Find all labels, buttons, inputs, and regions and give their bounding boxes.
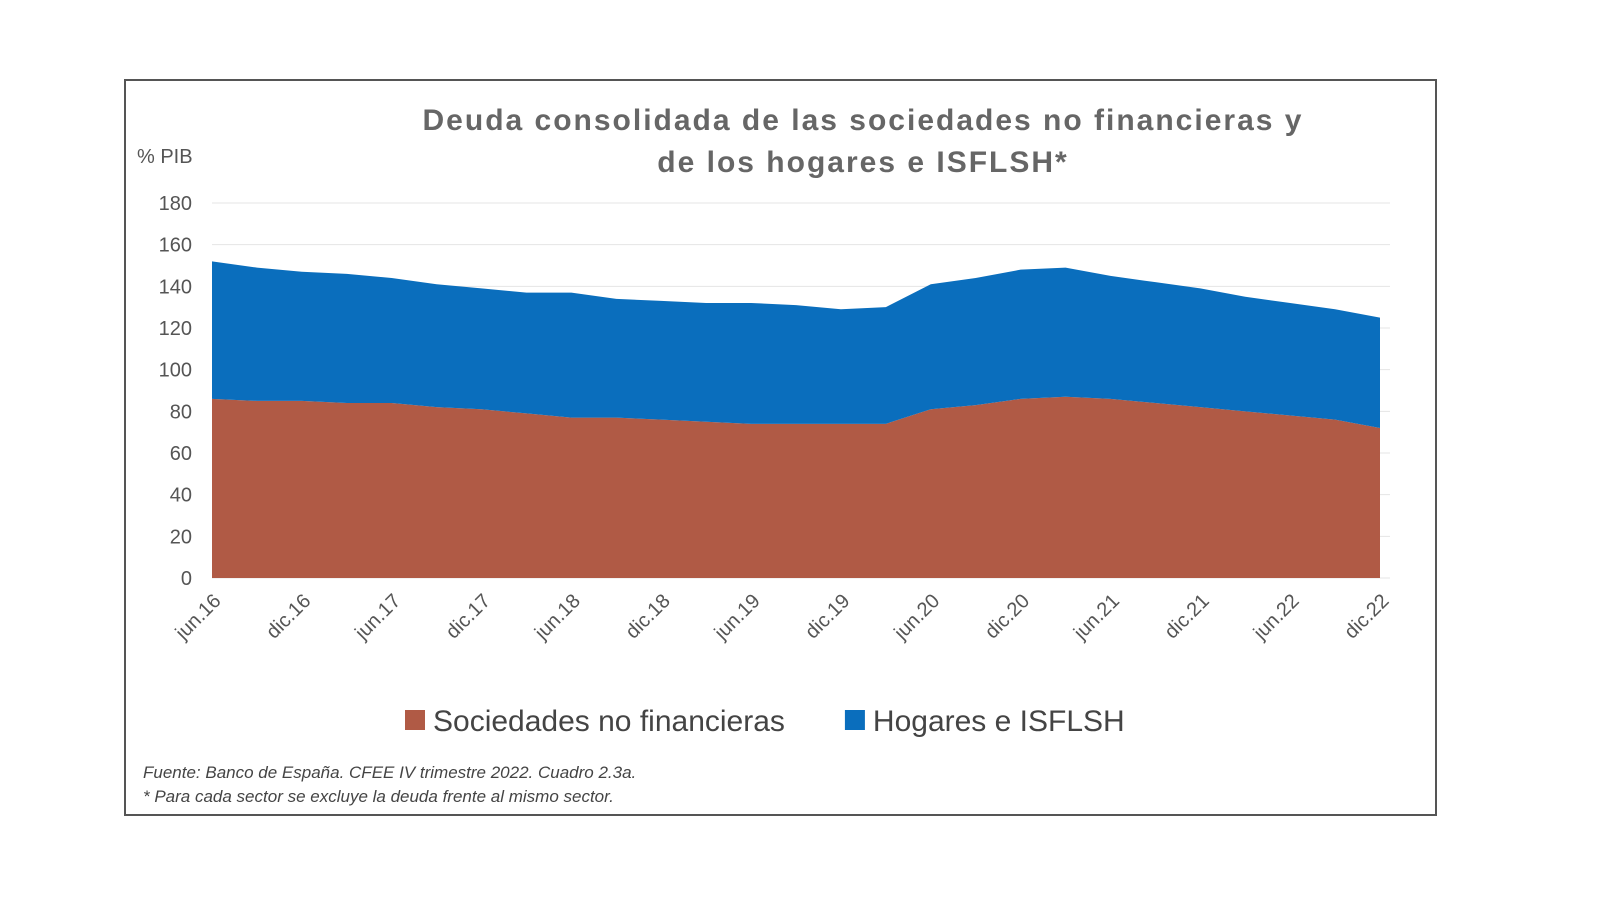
legend-label: Hogares e ISFLSH [873, 705, 1125, 738]
legend-swatch [405, 710, 425, 730]
y-tick-label: 60 [170, 443, 192, 465]
y-tick-label: 120 [159, 318, 192, 340]
area [212, 261, 1380, 428]
legend-label: Sociedades no financieras [433, 705, 785, 738]
y-axis-label: % PIB [137, 146, 193, 168]
chart-title: de los hogares e ISFLSH* [657, 146, 1068, 179]
legend-swatch [844, 710, 865, 730]
y-tick-label: 40 [170, 485, 192, 507]
footnote: Fuente: Banco de España. CFEE IV trimest… [143, 763, 636, 782]
y-tick-label: 20 [170, 526, 192, 548]
y-tick-label: 180 [159, 193, 192, 215]
y-tick-label: 80 [170, 401, 192, 423]
y-tick-label: 100 [159, 360, 192, 382]
footnote: * Para cada sector se excluye la deuda f… [143, 787, 614, 806]
y-tick-label: 140 [159, 276, 192, 298]
area [212, 396, 1380, 578]
y-tick-label: 0 [181, 568, 192, 590]
y-tick-label: 160 [159, 235, 192, 257]
chart-title: Deuda consolidada de las sociedades no f… [423, 104, 1304, 137]
